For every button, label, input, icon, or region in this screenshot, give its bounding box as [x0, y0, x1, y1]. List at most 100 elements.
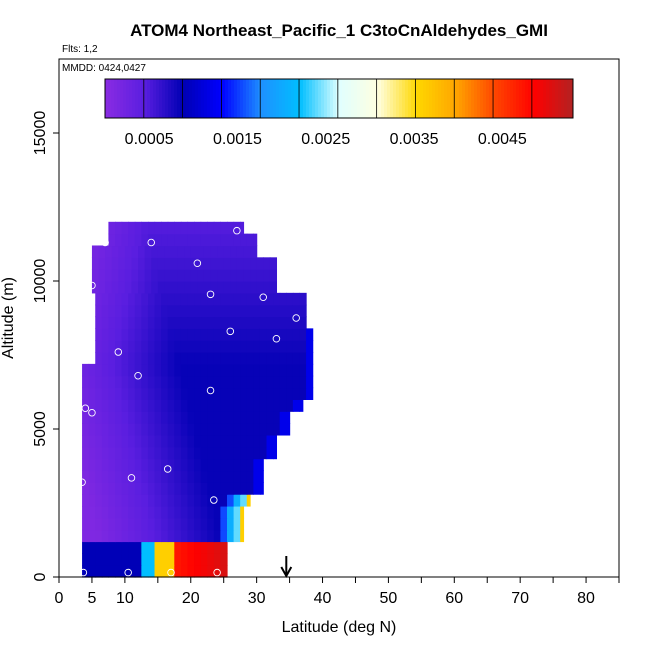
heatmap-cell	[266, 328, 274, 341]
heatmap-cell	[194, 470, 202, 483]
heatmap-cell	[121, 505, 129, 519]
heatmap-cell	[217, 257, 225, 270]
heatmap-cell	[220, 553, 228, 566]
heatmap-cell	[259, 316, 268, 329]
heatmap-cell	[286, 352, 294, 365]
heatmap-cell	[213, 482, 222, 495]
y-axis: 0 5000 10000 15000	[32, 111, 59, 581]
heatmap-cell	[174, 340, 182, 353]
x-axis: 0 5 10 20 30 40 50 60 70 80	[55, 577, 620, 607]
heatmap-cell	[233, 482, 241, 495]
heatmap-cell	[121, 458, 129, 472]
heatmap-cell	[240, 434, 248, 448]
heatmap-cell	[207, 541, 215, 554]
heatmap-cell	[266, 352, 274, 365]
heatmap-cell	[180, 375, 189, 389]
heatmap-cell	[299, 292, 307, 306]
heatmap-cell	[220, 399, 228, 412]
observation-point	[124, 568, 132, 577]
heatmap-cell	[151, 269, 159, 282]
heatmap-cell	[177, 245, 185, 258]
heatmap-cell	[167, 304, 175, 318]
heatmap-cell	[91, 269, 100, 282]
heatmap-cell	[273, 304, 281, 318]
heatmap-cell	[227, 482, 235, 495]
heatmap-cell	[220, 340, 228, 353]
heatmap-cell	[141, 411, 149, 424]
heatmap-cell	[105, 245, 113, 258]
heatmap-cell	[200, 363, 208, 377]
heatmap-cell	[207, 434, 215, 448]
colorbar-swatch	[555, 79, 559, 118]
colorbar-swatch	[462, 79, 466, 118]
colorbar-swatch	[468, 79, 472, 118]
colorbar-swatch	[339, 79, 343, 118]
colorbar-swatch	[345, 79, 349, 118]
heatmap-cell	[233, 423, 241, 436]
heatmap-cell	[111, 257, 119, 270]
heatmap-cell	[200, 292, 208, 306]
heatmap-cell	[194, 541, 202, 554]
heatmap-cell	[233, 505, 241, 519]
heatmap-cell	[147, 340, 156, 353]
heatmap-cell	[273, 375, 281, 389]
heatmap-cell	[184, 281, 192, 294]
colorbar-swatch	[501, 79, 505, 118]
colorbar-swatch	[333, 79, 337, 118]
observation-point	[272, 334, 281, 343]
heatmap-cell	[124, 281, 133, 294]
heatmap-cell	[187, 304, 195, 318]
heatmap-cell	[259, 328, 268, 341]
heatmap-cell	[154, 470, 162, 483]
heatmap-cell	[246, 399, 254, 412]
heatmap-cell	[259, 411, 268, 424]
heatmap-cell	[187, 434, 195, 448]
colorbar-swatch	[183, 79, 187, 118]
observation-point	[127, 474, 136, 482]
heatmap-cell	[121, 352, 129, 365]
heatmap-cell	[194, 352, 202, 365]
heatmap-cell	[233, 233, 241, 247]
y-tick-label: 10000	[32, 259, 49, 304]
heatmap-cell	[121, 221, 129, 235]
heatmap-cell	[220, 517, 228, 531]
colorbar-swatch	[150, 79, 154, 118]
heatmap-cell	[259, 434, 268, 448]
heatmap-cell	[253, 352, 261, 365]
heatmap-cell	[167, 553, 175, 566]
heatmap-cell	[306, 363, 314, 377]
heatmap-cell	[292, 375, 301, 389]
heatmap-cell	[230, 245, 238, 258]
heatmap-cell	[279, 292, 287, 306]
heatmap-cell	[141, 352, 149, 365]
heatmap-cell	[101, 541, 110, 554]
heatmap-cell	[194, 505, 202, 519]
heatmap-cell	[180, 304, 189, 318]
heatmap-cell	[223, 281, 231, 294]
colorbar-swatch	[534, 79, 538, 118]
heatmap-cell	[167, 423, 175, 436]
y-tick-label: 15000	[32, 111, 49, 156]
heatmap-cell	[233, 328, 241, 341]
colorbar-swatch	[417, 79, 421, 118]
heatmap-cell	[161, 494, 169, 507]
heatmap-cell	[203, 257, 212, 270]
heatmap-cell	[207, 517, 215, 531]
heatmap-cell	[187, 517, 195, 531]
heatmap-cell	[167, 363, 175, 377]
heatmap-cell	[154, 292, 162, 306]
heatmap-cell	[256, 257, 264, 270]
observation-point	[167, 568, 175, 577]
colorbar-swatch	[444, 79, 448, 118]
heatmap-cell	[154, 233, 162, 247]
heatmap-cell	[273, 446, 278, 460]
heatmap-cell	[207, 411, 215, 424]
colorbar-swatch	[165, 79, 169, 118]
heatmap-cell	[108, 316, 116, 329]
heatmap-cell	[253, 375, 261, 389]
heatmap-cell	[141, 446, 149, 460]
heatmap-cell	[200, 340, 208, 353]
heatmap-cell	[223, 269, 231, 282]
x-tick-label: 70	[511, 590, 529, 607]
heatmap-cell	[95, 399, 103, 412]
